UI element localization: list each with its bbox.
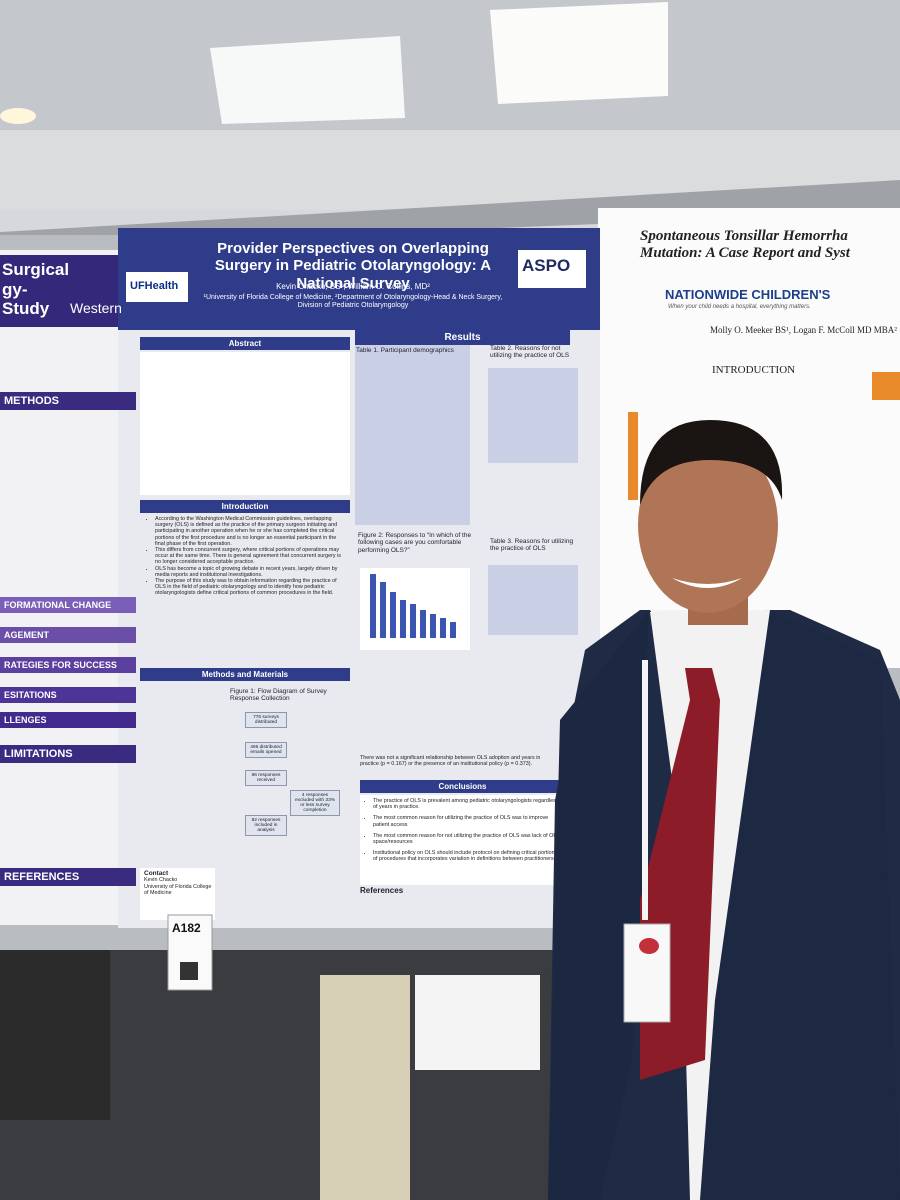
- left-heading: REFERENCES: [0, 868, 136, 886]
- left-heading: LIMITATIONS: [0, 745, 136, 763]
- right-title-line: Mutation: A Case Report and Syst: [640, 245, 850, 262]
- right-authors: Molly O. Meeker BS¹, Logan F. McColl MD …: [710, 325, 897, 335]
- section-heading: Abstract: [140, 337, 350, 350]
- face: [638, 437, 778, 613]
- contact-box: [140, 868, 215, 920]
- left-poster: [0, 250, 140, 925]
- poster-authors: Kevin Chacko, BS¹; William O. Collins, M…: [276, 282, 430, 291]
- nationwide-logo: NATIONWIDE CHILDREN'S: [665, 287, 831, 302]
- section-heading: Conclusions: [360, 780, 565, 793]
- section-heading: Introduction: [140, 500, 350, 513]
- bullet: This differs from concurrent surgery, wh…: [155, 547, 346, 566]
- poster-affiliations: ¹University of Florida College of Medici…: [203, 294, 503, 310]
- bullet: The most common reason for not utilizing…: [373, 833, 560, 845]
- section-heading: Methods and Materials: [140, 668, 350, 681]
- ufhealth-logo: [126, 272, 188, 302]
- flow-box: 776 surveys distributed: [245, 712, 287, 728]
- placard-number: A182: [172, 921, 201, 935]
- contact-line: Kevin Chacko: [144, 877, 178, 884]
- left-heading: FORMATIONAL CHANGE: [0, 597, 136, 613]
- ceiling-light: [490, 2, 668, 104]
- nationwide-tagline: When your child needs a hospital, everyt…: [668, 304, 811, 310]
- bullet: The practice of OLS is prevalent among p…: [373, 798, 560, 810]
- background-person: [0, 950, 110, 1120]
- figure-caption: Figure 2: Responses to “In which of the …: [358, 532, 472, 554]
- table-1: [355, 345, 470, 525]
- table-caption: Table 1. Participant demographics: [356, 347, 454, 354]
- flow-box: 4 responses excluded with 33% or less su…: [290, 790, 340, 816]
- table-caption: Table 2. Reasons for not utilizing the p…: [490, 345, 570, 360]
- flow-box: 82 responses included in analysis: [245, 815, 287, 836]
- right-table-header: [872, 372, 900, 400]
- results-text: There was not a significant relationship…: [360, 755, 541, 768]
- left-title-line: gy-: [2, 279, 28, 299]
- flow-box: 86 responses received: [245, 770, 287, 786]
- figure-title: Figure 1: Flow Diagram of Survey Respons…: [230, 688, 327, 703]
- table-3: [488, 565, 578, 635]
- left-title: Surgical gy- Study: [2, 260, 69, 319]
- lapel-right: [700, 610, 900, 1200]
- left-title-line: Surgical: [2, 260, 70, 279]
- ceiling-lamp: [0, 108, 36, 124]
- ceiling-light: [210, 36, 405, 124]
- lapel-left: [548, 612, 648, 1200]
- bullet: Institutional policy on OLS should inclu…: [373, 850, 560, 862]
- aspo-logo: [518, 250, 586, 288]
- hair: [640, 420, 783, 505]
- bullet: OLS has become a topic of growing debate…: [155, 566, 346, 578]
- right-accent: [628, 412, 638, 500]
- introduction-list: According to the Washington Medical Comm…: [146, 516, 346, 597]
- left-title-line: Study: [2, 299, 50, 319]
- section-heading: Results: [355, 330, 570, 345]
- contact-line: University of Florida College of Medicin…: [144, 883, 212, 896]
- contact: Contact Kevin Chacko University of Flori…: [144, 870, 212, 896]
- section-heading: References: [360, 886, 404, 895]
- ufhealth-logo-text: UFHealth: [130, 280, 179, 292]
- conclusions-text: The practice of OLS is prevalent among p…: [364, 798, 560, 863]
- introduction-text: According to the Washington Medical Comm…: [146, 516, 346, 597]
- paper: [415, 975, 540, 1070]
- contact-heading: Contact: [144, 870, 169, 877]
- left-heading: RATEGIES FOR SUCCESS: [0, 657, 136, 673]
- right-title: Spontaneous Tonsillar Hemorrha Mutation:…: [640, 228, 900, 263]
- conclusions-box: [360, 795, 565, 885]
- badge-logo: [639, 938, 659, 954]
- left-heading: AGEMENT: [0, 627, 136, 643]
- flow-box: 496 distributed emails opened: [245, 742, 287, 758]
- table-caption: Table 3. Reasons for utilizing the pract…: [490, 538, 574, 553]
- lanyard: [642, 660, 648, 920]
- background-person-legs: [320, 975, 410, 1200]
- table-2: [488, 368, 578, 463]
- poster-title: Provider Perspectives on Overlapping Sur…: [214, 240, 492, 292]
- bullet: The purpose of this study was to obtain …: [155, 578, 346, 597]
- left-heading: ESITATIONS: [0, 687, 136, 703]
- left-header: [0, 255, 118, 327]
- left-heading: METHODS: [0, 392, 136, 410]
- conclusions-list: The practice of OLS is prevalent among p…: [364, 798, 560, 863]
- right-title-line: Spontaneous Tonsillar Hemorrha: [640, 228, 848, 244]
- bullet: The most common reason for utilizing the…: [373, 815, 560, 827]
- figure-2-bars: [370, 574, 456, 638]
- aspo-logo-text: ASPO: [522, 256, 571, 275]
- left-heading: LLENGES: [0, 712, 136, 728]
- bullet: According to the Washington Medical Comm…: [155, 516, 346, 547]
- smile: [672, 578, 742, 588]
- qr-code: [180, 962, 198, 980]
- abstract-box: [140, 352, 350, 495]
- western-logo: Western: [70, 300, 122, 316]
- right-heading: INTRODUCTION: [712, 364, 796, 376]
